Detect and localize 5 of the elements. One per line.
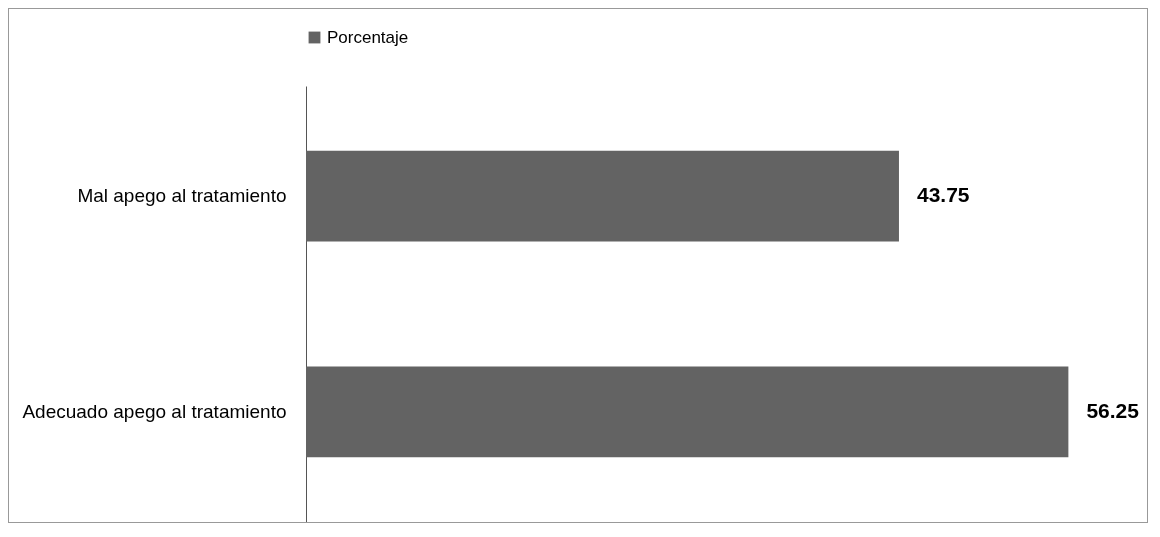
data-label: 56.25	[1086, 398, 1140, 422]
legend-label: Porcentaje	[327, 27, 409, 47]
data-label: 43.75	[916, 183, 970, 207]
y-tick-label: Mal apego al tratamiento	[77, 185, 287, 207]
y-tick-label: Adecuado apego al tratamiento	[22, 400, 287, 422]
